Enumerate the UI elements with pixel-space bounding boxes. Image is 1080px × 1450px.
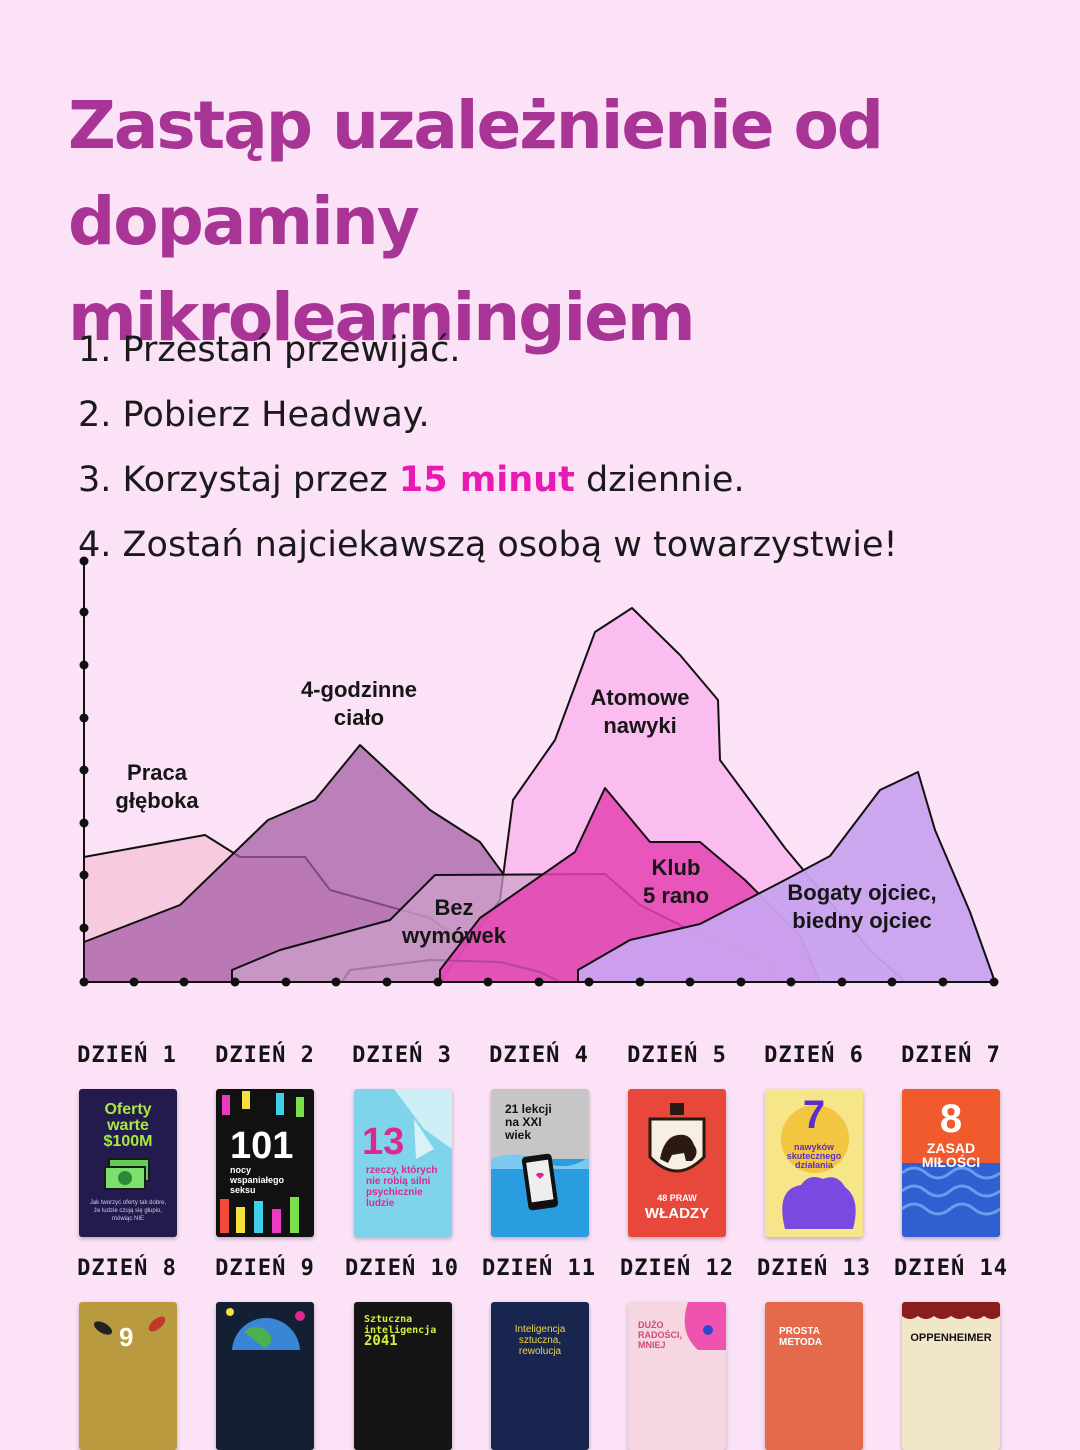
step-item: 4. Zostań najciekawszą osobą w towarzyst… (78, 525, 898, 565)
money-icon (104, 1158, 150, 1190)
book-cover[interactable]: 13 rzeczy, których nie robią silni psych… (354, 1089, 452, 1237)
day-label: DZIEŃ 11 (482, 1256, 596, 1281)
label-klub-2: 5 rano (643, 883, 709, 908)
curtain-icon (902, 1302, 1000, 1319)
step-item: 1. Przestań przewijać. (78, 330, 461, 370)
day-label: DZIEŃ 14 (894, 1256, 1008, 1281)
gear-hand-icon (781, 1105, 856, 1229)
waves-icon (902, 1163, 1000, 1237)
day-label: DZIEŃ 2 (215, 1043, 315, 1068)
day-label: DZIEŃ 5 (627, 1043, 727, 1068)
day-label: DZIEŃ 8 (77, 1256, 177, 1281)
book-cover[interactable]: DUŻO RADOŚCI, MNIEJ (628, 1302, 726, 1450)
label-cialo-1: 4-godzinne (301, 677, 417, 702)
day-label: DZIEŃ 13 (757, 1256, 871, 1281)
axis-ticks (79, 556, 999, 987)
phone-icon (491, 1153, 589, 1237)
highlight-text: 15 minut (398, 460, 575, 500)
day-label: DZIEŃ 4 (489, 1043, 589, 1068)
step-item: 3. Korzystaj przez 15 minut dziennie. (78, 460, 745, 500)
label-bogaty-2: biedny ojciec (792, 908, 931, 933)
mountain-chart: Praca głęboka 4-godzinne ciało Atomowe n… (79, 556, 999, 987)
book-cover[interactable]: Oferty warte $100M Jak tworzyć oferty ta… (79, 1089, 177, 1237)
day-label: DZIEŃ 6 (764, 1043, 864, 1068)
candles-icon (220, 1091, 304, 1233)
day-label: DZIEŃ 12 (620, 1256, 734, 1281)
book-cover[interactable]: 21 lekcji na XXI wiek (491, 1089, 589, 1237)
label-bez-2: wymówek (401, 923, 507, 948)
fish-icon (93, 1316, 166, 1335)
page-title: Zastąp uzależnienie od dopaminy mikrolea… (68, 87, 884, 356)
label-klub-1: Klub (652, 855, 701, 880)
label-praca-1: Praca (127, 760, 188, 785)
book-cover[interactable]: PROSTA METODA (765, 1302, 863, 1450)
book-cover[interactable]: Inteligencja sztuczna, rewolucja (491, 1302, 589, 1450)
label-atomowe-2: nawyki (603, 713, 676, 738)
book-cover[interactable]: 8 ZASAD MIŁOŚCI (902, 1089, 1000, 1237)
mountain-bogaty (577, 771, 996, 983)
day-label: DZIEŃ 10 (345, 1256, 459, 1281)
label-praca-2: głęboka (115, 788, 199, 813)
ridge-line (341, 959, 561, 983)
step-item: 2. Pobierz Headway. (78, 395, 430, 435)
day-label: DZIEŃ 7 (901, 1043, 1001, 1068)
label-bogaty-1: Bogaty ojciec, (787, 880, 936, 905)
globe-icon (226, 1308, 305, 1350)
label-atomowe-1: Atomowe (591, 685, 690, 710)
book-cover[interactable]: 7 nawyków skutecznego działania (765, 1089, 863, 1237)
book-cover[interactable]: Sztuczna inteligencja 2041 (354, 1302, 452, 1450)
book-cover[interactable] (216, 1302, 314, 1450)
book-cover[interactable]: 9 (79, 1302, 177, 1450)
shatter-icon (394, 1089, 452, 1159)
label-cialo-2: ciało (334, 705, 384, 730)
lion-icon (648, 1103, 706, 1173)
day-label: DZIEŃ 9 (215, 1256, 315, 1281)
book-cover[interactable]: 101 nocy wspaniałego seksu (216, 1089, 314, 1237)
book-cover[interactable]: OPPENHEIMER (902, 1302, 1000, 1450)
day-label: DZIEŃ 1 (77, 1043, 177, 1068)
steps-list: 1. Przestań przewijać. 2. Pobierz Headwa… (78, 318, 898, 578)
day-label: DZIEŃ 3 (352, 1043, 452, 1068)
label-bez-1: Bez (434, 895, 473, 920)
book-cover[interactable]: 48 PRAW WŁADZY (628, 1089, 726, 1237)
face-icon (684, 1302, 726, 1350)
